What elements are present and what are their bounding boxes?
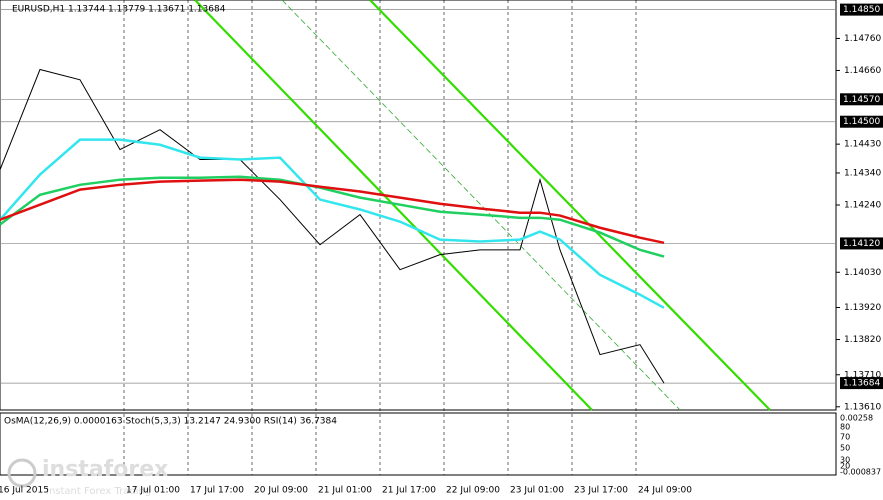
level-label: 1.14570 bbox=[843, 95, 880, 105]
y-tick-label: 1.14760 bbox=[844, 34, 881, 44]
y-tick-label: 1.13710 bbox=[844, 370, 881, 380]
grid bbox=[0, 0, 836, 475]
y-tick-label: 1.14340 bbox=[844, 168, 881, 178]
channel-midline bbox=[281, 0, 681, 411]
indicator-scale-label: 20 bbox=[840, 462, 850, 471]
logo-icon bbox=[7, 458, 37, 488]
level-tag bbox=[840, 93, 883, 106]
x-tick-label: 17 Jul 17:00 bbox=[190, 486, 244, 496]
series-line bbox=[0, 175, 665, 258]
x-tick-label: 21 Jul 01:00 bbox=[318, 486, 372, 496]
x-tick-label: 24 Jul 09:00 bbox=[638, 486, 692, 496]
main-pane bbox=[0, 0, 837, 411]
level-tag bbox=[840, 377, 883, 390]
level-label: 1.14850 bbox=[843, 5, 880, 15]
y-tick-label: 1.14660 bbox=[844, 66, 881, 76]
level-label: 1.13684 bbox=[843, 379, 880, 389]
x-tick-label: 23 Jul 01:00 bbox=[510, 486, 564, 496]
indicator-pane bbox=[0, 412, 837, 476]
indicator-scale-label: -0.000837 bbox=[840, 468, 881, 477]
chart-title: EURUSD,H1 1.13744 1.13779 1.13671 1.1368… bbox=[12, 5, 226, 15]
y-tick-label: 1.14430 bbox=[844, 140, 881, 150]
level-label: 1.14500 bbox=[843, 117, 880, 127]
series-line bbox=[0, 138, 665, 309]
logo-tagline: Instant Forex Trading bbox=[46, 486, 151, 497]
indicator-scale-label: 80 bbox=[840, 423, 850, 432]
indicator-scale-label: 50 bbox=[840, 444, 850, 453]
x-tick-label: 20 Jul 09:00 bbox=[254, 486, 308, 496]
x-tick-label: 16 Jul 2015 bbox=[0, 486, 49, 496]
y-tick-label: 1.13820 bbox=[844, 335, 881, 345]
x-tick-label: 22 Jul 09:00 bbox=[446, 486, 500, 496]
y-tick-label: 1.13610 bbox=[844, 402, 881, 412]
x-tick-label: 21 Jul 17:00 bbox=[382, 486, 436, 496]
logo: instaforex Instant Forex Trading bbox=[7, 457, 168, 497]
channel-line bbox=[194, 0, 593, 411]
x-tick-label: 17 Jul 01:00 bbox=[126, 486, 180, 496]
channel-line bbox=[369, 0, 771, 411]
y-tick-label: 1.13920 bbox=[844, 303, 881, 313]
level-tag bbox=[840, 237, 883, 250]
level-tag bbox=[840, 115, 883, 128]
series-line bbox=[0, 178, 665, 245]
indicator-scale-label: 70 bbox=[840, 433, 850, 442]
series-line bbox=[0, 68, 665, 384]
y-tick-label: 1.14030 bbox=[844, 268, 881, 278]
indicator-header: OsMA(12,26,9) 0.0000163 Stoch(5,3,3) 13.… bbox=[4, 417, 337, 427]
indicator-scale-label: 0.00258 bbox=[840, 414, 873, 423]
level-label: 1.14120 bbox=[843, 239, 880, 249]
logo-name: instaforex bbox=[42, 457, 168, 482]
level-tag bbox=[840, 3, 883, 16]
x-tick-label: 23 Jul 17:00 bbox=[574, 486, 628, 496]
indicator-scale-label: 30 bbox=[840, 456, 850, 465]
y-tick-label: 1.14240 bbox=[844, 201, 881, 211]
plot bbox=[0, 68, 665, 384]
